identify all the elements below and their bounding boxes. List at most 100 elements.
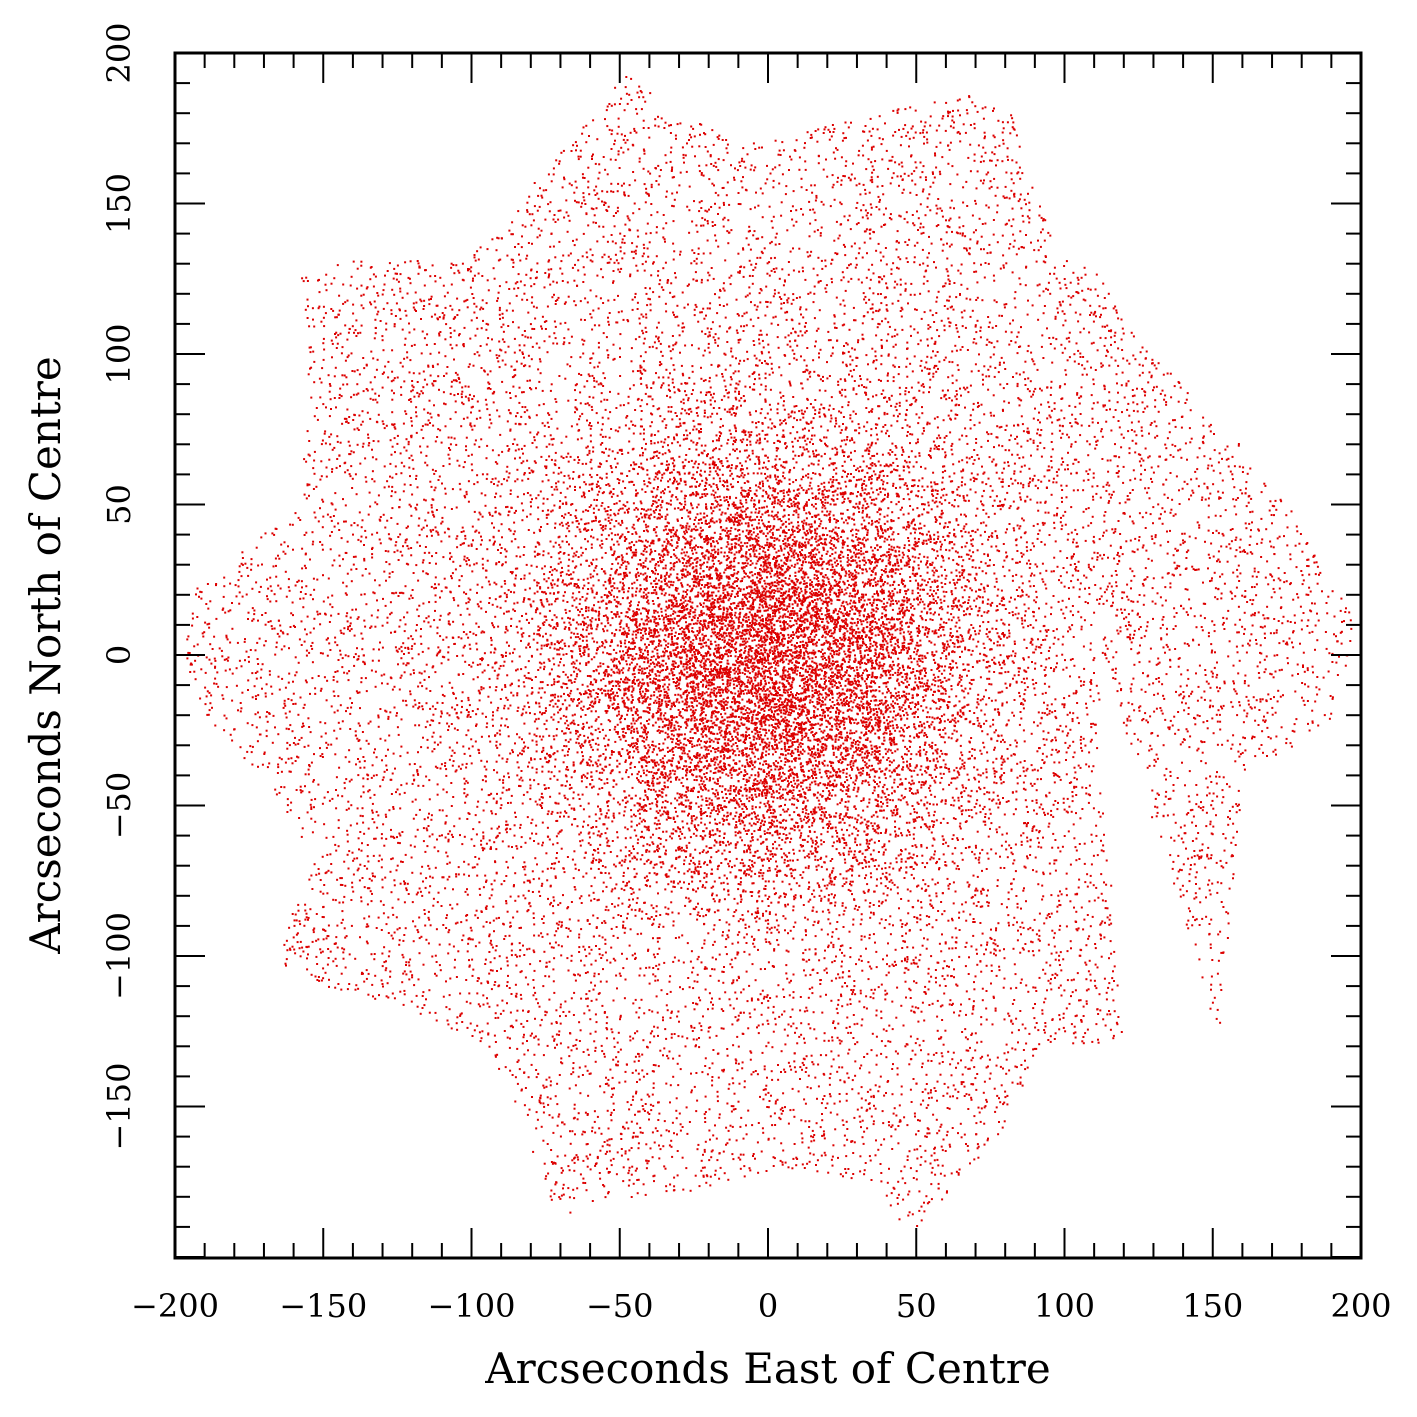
scatter-point (801, 1137, 803, 1139)
scatter-point (515, 954, 517, 956)
scatter-point (785, 918, 787, 920)
scatter-point (578, 1021, 580, 1023)
scatter-point (544, 1014, 546, 1016)
scatter-point (591, 710, 593, 712)
scatter-point (815, 535, 817, 537)
scatter-point (530, 605, 532, 607)
scatter-point (955, 296, 957, 298)
scatter-point (1037, 538, 1039, 540)
scatter-point (962, 786, 964, 788)
scatter-point (787, 344, 789, 346)
scatter-point (971, 1099, 973, 1101)
scatter-point (1103, 603, 1105, 605)
scatter-point (926, 368, 928, 370)
scatter-point (432, 385, 434, 387)
scatter-point (522, 224, 524, 226)
scatter-point (782, 1092, 784, 1094)
scatter-point (412, 901, 414, 903)
scatter-point (828, 514, 830, 516)
scatter-point (214, 660, 216, 662)
scatter-point (1254, 570, 1256, 572)
scatter-point (666, 508, 668, 510)
scatter-point (381, 833, 383, 835)
scatter-point (756, 257, 758, 259)
scatter-point (388, 932, 390, 934)
scatter-point (779, 757, 781, 759)
scatter-point (923, 689, 925, 691)
scatter-point (923, 1020, 925, 1022)
scatter-point (654, 1142, 656, 1144)
scatter-point (839, 759, 841, 761)
scatter-point (905, 686, 907, 688)
scatter-point (735, 655, 737, 657)
scatter-point (854, 654, 856, 656)
scatter-point (565, 785, 567, 787)
scatter-point (702, 462, 704, 464)
scatter-point (389, 971, 391, 973)
scatter-point (377, 609, 379, 611)
scatter-point (882, 256, 884, 258)
scatter-point (471, 762, 473, 764)
scatter-point (860, 701, 862, 703)
scatter-points (186, 76, 1352, 1227)
scatter-point (650, 309, 652, 311)
scatter-point (833, 131, 835, 133)
scatter-point (1015, 895, 1017, 897)
scatter-point (955, 1067, 957, 1069)
scatter-point (691, 249, 693, 251)
scatter-point (1114, 528, 1116, 530)
scatter-point (867, 781, 869, 783)
scatter-point (843, 847, 845, 849)
scatter-point (865, 168, 867, 170)
scatter-point (920, 365, 922, 367)
scatter-point (599, 646, 601, 648)
scatter-point (1024, 465, 1026, 467)
scatter-point (1278, 578, 1280, 580)
scatter-point (896, 249, 898, 251)
scatter-point (919, 595, 921, 597)
scatter-point (674, 199, 676, 201)
scatter-point (204, 687, 206, 689)
scatter-point (410, 673, 412, 675)
scatter-point (556, 835, 558, 837)
scatter-point (771, 1124, 773, 1126)
scatter-point (815, 620, 817, 622)
scatter-point (613, 1087, 615, 1089)
scatter-point (699, 639, 701, 641)
scatter-point (749, 869, 751, 871)
scatter-point (961, 759, 963, 761)
scatter-point (467, 697, 469, 699)
scatter-point (734, 673, 736, 675)
scatter-point (915, 1133, 917, 1135)
scatter-point (1283, 581, 1285, 583)
scatter-point (841, 476, 843, 478)
scatter-point (970, 795, 972, 797)
scatter-point (769, 690, 771, 692)
scatter-point (1051, 422, 1053, 424)
scatter-point (785, 964, 787, 966)
scatter-point (663, 962, 665, 964)
scatter-point (527, 880, 529, 882)
scatter-point (650, 620, 652, 622)
scatter-point (600, 981, 602, 983)
scatter-point (770, 932, 772, 934)
scatter-point (1018, 671, 1020, 673)
scatter-point (664, 888, 666, 890)
scatter-point (1033, 585, 1035, 587)
scatter-point (1027, 388, 1029, 390)
scatter-point (855, 747, 857, 749)
scatter-point (331, 468, 333, 470)
scatter-point (891, 395, 893, 397)
scatter-point (984, 714, 986, 716)
scatter-point (978, 633, 980, 635)
scatter-point (874, 682, 876, 684)
scatter-point (933, 854, 935, 856)
scatter-point (680, 726, 682, 728)
scatter-point (817, 599, 819, 601)
scatter-point (977, 320, 979, 322)
scatter-point (539, 895, 541, 897)
scatter-point (934, 612, 936, 614)
scatter-point (857, 676, 859, 678)
scatter-point (708, 347, 710, 349)
scatter-point (699, 573, 701, 575)
